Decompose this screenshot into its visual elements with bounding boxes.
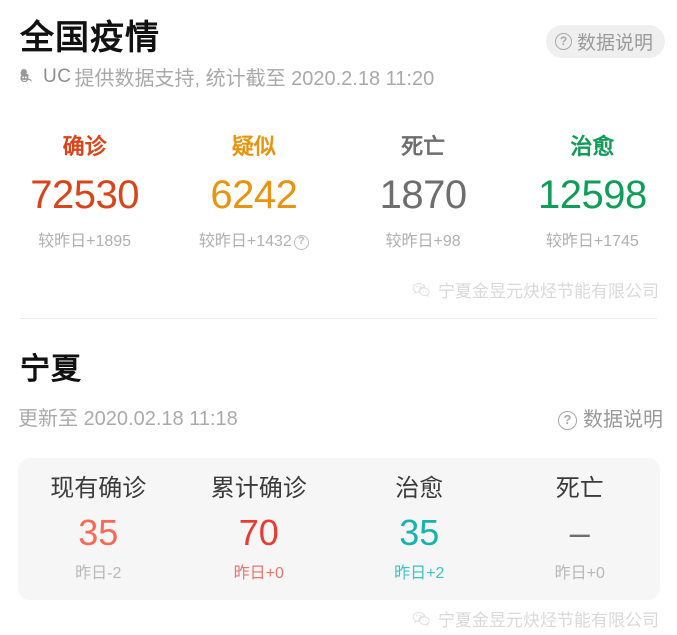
- stat-value: 1870: [379, 173, 467, 217]
- pstat-delta: 昨日-2: [75, 565, 122, 582]
- pstat-delta: 昨日+0: [554, 565, 605, 582]
- stat-delta-text: 较昨日+1895: [38, 233, 132, 250]
- pstat-label: 现有确诊: [50, 475, 147, 502]
- uc-squirrel-icon: [20, 68, 32, 82]
- province-title: 宁夏: [20, 353, 82, 386]
- wechat-icon: [412, 282, 430, 297]
- pstat-delta: 昨日+0: [233, 565, 284, 582]
- national-data-note-button[interactable]: ? 数据说明: [545, 25, 665, 58]
- pstat-value: 70: [238, 512, 279, 553]
- stat-value: 6242: [210, 173, 298, 217]
- province-stat-active-confirmed: 现有确诊 35 昨日-2: [18, 472, 179, 586]
- province-stat-recovered: 治愈 35 昨日+2: [339, 472, 500, 586]
- stat-label: 确诊: [62, 134, 107, 159]
- stat-delta: 较昨日+1895: [0, 230, 169, 254]
- section-divider: [20, 318, 657, 319]
- watermark-top: 宁夏金昱元炔烃节能有限公司: [411, 277, 659, 302]
- province-data-note-button[interactable]: ? 数据说明: [558, 406, 663, 434]
- help-icon[interactable]: ?: [293, 234, 309, 250]
- uc-brand-label: UC: [43, 65, 72, 87]
- pstat-label: 死亡: [555, 475, 604, 502]
- stat-value: 72530: [30, 173, 139, 217]
- stat-delta-text: 较昨日+98: [385, 233, 461, 250]
- pstat-value: –: [569, 512, 590, 553]
- province-stat-deaths: 死亡 – 昨日+0: [500, 472, 661, 586]
- national-stat-confirmed: 确诊 72530 较昨日+1895: [0, 132, 169, 254]
- national-header: 全国疫情 ? 数据说明 UC 提供数据支持, 统计截至 2020.2.18 11…: [0, 0, 677, 110]
- national-stat-suspected: 疑似 6242 较昨日+1432 ?: [169, 132, 338, 254]
- national-data-note-label: 数据说明: [576, 33, 653, 54]
- province-stat-total-confirmed: 累计确诊 70 昨日+0: [179, 472, 340, 586]
- pstat-delta: 昨日+2: [394, 565, 445, 582]
- page-title: 全国疫情: [20, 19, 160, 57]
- province-stats-card: 现有确诊 35 昨日-2 累计确诊 70 昨日+0 治愈 35 昨日+2 死亡 …: [18, 458, 660, 600]
- pstat-value: 35: [399, 512, 440, 553]
- help-icon: ?: [558, 410, 577, 430]
- pstat-label: 治愈: [395, 475, 444, 502]
- province-data-note-label: 数据说明: [583, 409, 663, 431]
- stat-delta: 较昨日+1745: [508, 230, 677, 254]
- national-source-text: 提供数据支持, 统计截至 2020.2.18 11:20: [74, 68, 435, 90]
- stat-label: 治愈: [570, 134, 615, 159]
- watermark-text: 宁夏金昱元炔烃节能有限公司: [438, 282, 659, 301]
- stat-label: 死亡: [401, 134, 446, 159]
- watermark-bottom: 宁夏金昱元炔烃节能有限公司: [411, 606, 659, 631]
- province-updated-text: 更新至 2020.02.18 11:18: [18, 408, 238, 430]
- wechat-icon: [412, 611, 430, 626]
- national-source-line: UC 提供数据支持, 统计截至 2020.2.18 11:20: [18, 62, 434, 91]
- stat-value: 12598: [538, 173, 647, 217]
- stat-delta: 较昨日+1432 ?: [169, 230, 338, 254]
- watermark-text: 宁夏金昱元炔烃节能有限公司: [438, 611, 659, 630]
- pstat-value: 35: [78, 512, 119, 553]
- national-stat-recovered: 治愈 12598 较昨日+1745: [508, 132, 677, 254]
- national-stat-deaths: 死亡 1870 较昨日+98: [339, 132, 508, 254]
- stat-label: 疑似: [231, 134, 276, 159]
- help-icon: ?: [554, 33, 572, 50]
- national-stats-row: 确诊 72530 较昨日+1895 疑似 6242 较昨日+1432 ? 死亡 …: [0, 132, 677, 254]
- stat-delta-text: 较昨日+1432: [198, 233, 292, 250]
- stat-delta: 较昨日+98: [339, 230, 508, 254]
- stat-delta-text: 较昨日+1745: [545, 233, 639, 250]
- pstat-label: 累计确诊: [210, 475, 307, 502]
